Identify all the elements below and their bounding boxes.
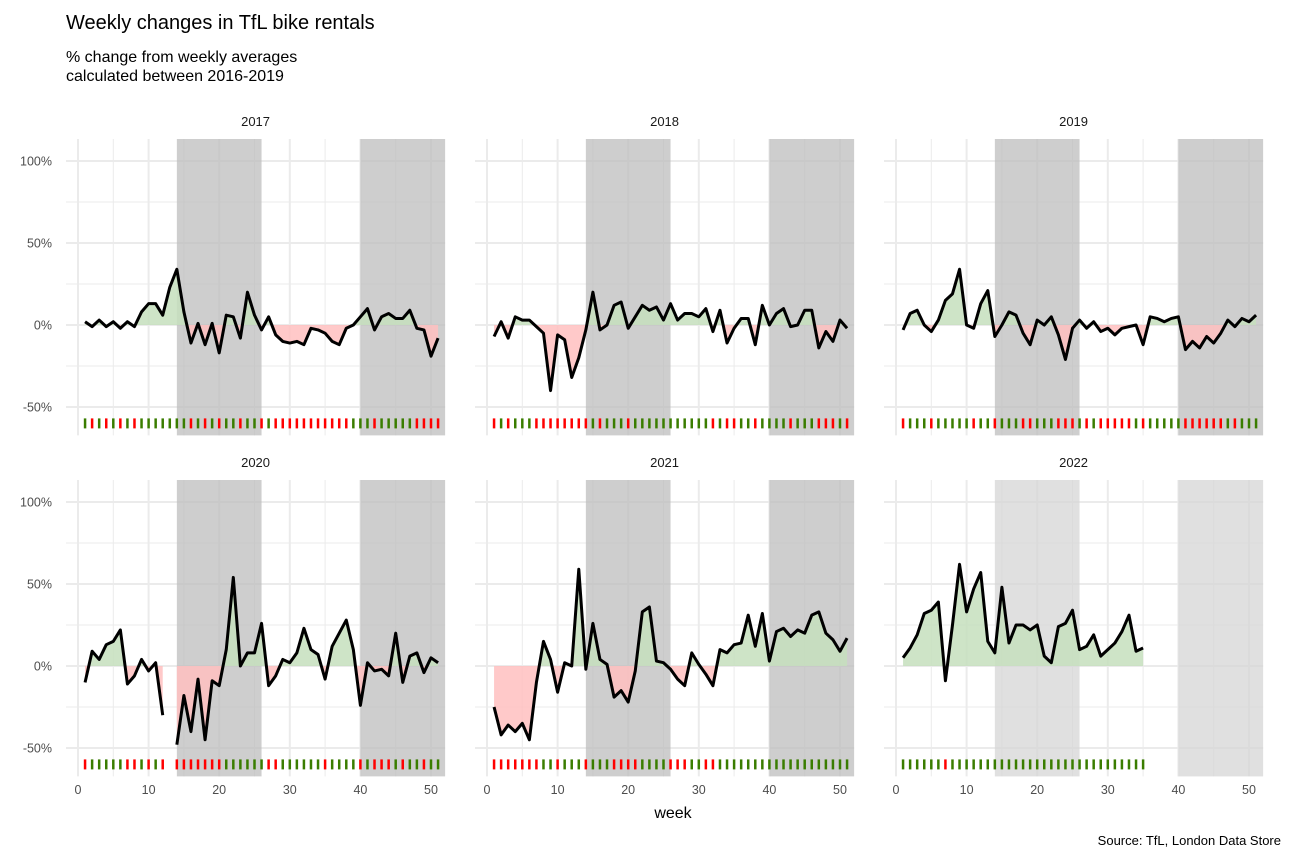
x-tick-label: 30 (1101, 783, 1115, 797)
y-tick-label: 50% (27, 578, 52, 592)
facet-label: 2018 (650, 114, 679, 129)
panel-2017: 2017 -50% 0% 50% 100% (20, 114, 446, 436)
shaded-period (1178, 480, 1264, 777)
source-caption: Source: TfL, London Data Store (1097, 833, 1281, 848)
shaded-period (1178, 139, 1264, 436)
x-tick-label: 10 (960, 783, 974, 797)
y-tick-label: 50% (27, 237, 52, 251)
panel-2021: 2021 0 10 20 30 40 50 (475, 455, 855, 797)
y-tick-label: 0% (34, 660, 52, 674)
panel-2022: 2022 0 10 20 30 40 50 (884, 455, 1264, 797)
positive-area (85, 629, 163, 666)
x-tick-label: 40 (353, 783, 367, 797)
subtitle-line-1: % change from weekly averages (66, 49, 298, 66)
y-tick-label: 100% (20, 155, 52, 169)
negative-area (903, 325, 1257, 360)
x-tick-label: 50 (1242, 783, 1256, 797)
facet-label: 2021 (650, 455, 679, 470)
shaded-period (994, 139, 1080, 436)
series-line (83, 628, 165, 716)
series-line (492, 290, 849, 393)
shaded-period (176, 139, 262, 436)
facet-label: 2019 (1059, 114, 1088, 129)
x-tick-label: 20 (1030, 783, 1044, 797)
x-tick-label: 20 (212, 783, 226, 797)
shaded-period (360, 480, 446, 777)
x-tick-label: 10 (142, 783, 156, 797)
positive-area (85, 269, 439, 325)
subtitle-line-2: calculated between 2016-2019 (66, 68, 284, 85)
x-tick-label: 20 (621, 783, 635, 797)
shaded-period (585, 139, 671, 436)
panel-2020: 2020 -50% 0% 50% 100% 0 10 20 30 40 50 (20, 455, 446, 797)
chart-subtitle: % change from weekly averages calculated… (66, 48, 297, 86)
series-line (901, 562, 1144, 683)
shaded-period (585, 480, 671, 777)
series-line (492, 567, 849, 742)
series-line (175, 575, 439, 745)
x-tick-label: 50 (833, 783, 847, 797)
x-tick-label: 30 (283, 783, 297, 797)
shaded-period (769, 139, 855, 436)
x-tick-label: 0 (484, 783, 491, 797)
negative-area (85, 666, 163, 716)
x-tick-label: 40 (1171, 783, 1185, 797)
facet-label: 2020 (241, 455, 270, 470)
positive-area (494, 569, 848, 666)
x-tick-label: 30 (692, 783, 706, 797)
positive-area (494, 292, 848, 325)
x-tick-label: 40 (762, 783, 776, 797)
x-tick-label: 50 (424, 783, 438, 797)
chart-title: Weekly changes in TfL bike rentals (66, 12, 375, 34)
y-tick-label: -50% (23, 742, 52, 756)
x-tick-label: 0 (75, 783, 82, 797)
y-tick-label: 0% (34, 319, 52, 333)
shaded-period (360, 139, 446, 436)
x-tick-label: 10 (551, 783, 565, 797)
y-tick-label: -50% (23, 401, 52, 415)
panel-2018: 2018 (475, 114, 855, 436)
facet-label: 2017 (241, 114, 270, 129)
series-line (901, 267, 1258, 361)
panel-2019: 2019 (884, 114, 1264, 436)
negative-area (176, 666, 439, 745)
facet-label: 2022 (1059, 455, 1088, 470)
x-tick-label: 0 (893, 783, 900, 797)
x-axis-title: week (653, 805, 692, 822)
y-tick-label: 100% (20, 496, 52, 510)
series-line (84, 267, 440, 358)
